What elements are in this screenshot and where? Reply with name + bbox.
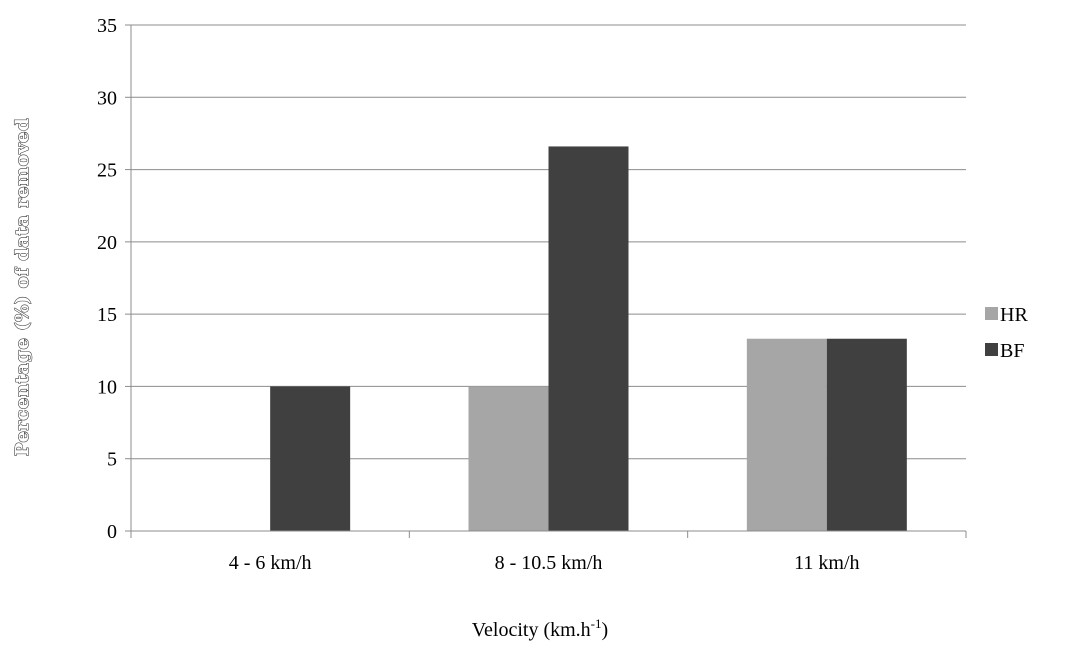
bar-bf-2 bbox=[548, 146, 629, 531]
legend: HR BF bbox=[985, 304, 1028, 362]
y-tick-label: 35 bbox=[97, 15, 117, 37]
bars bbox=[270, 146, 907, 531]
y-tick-label: 5 bbox=[107, 449, 117, 471]
bar-hr-2 bbox=[468, 386, 549, 531]
x-tick-label: 8 - 10.5 km/h bbox=[495, 552, 603, 574]
x-tick-labels: 4 - 6 km/h 8 - 10.5 km/h 11 km/h bbox=[229, 552, 860, 574]
bar-bf-3 bbox=[826, 338, 907, 531]
x-axis-title-superscript: -1 bbox=[591, 616, 602, 631]
legend-swatch-hr bbox=[985, 307, 998, 320]
x-axis-title-main: Velocity (km.h bbox=[472, 619, 591, 641]
x-axis-title-suffix: ) bbox=[602, 619, 609, 641]
x-tick-label: 4 - 6 km/h bbox=[229, 552, 312, 574]
y-axis-title: Percentage (%) of data removed bbox=[12, 118, 33, 456]
y-tick-labels: 0 5 10 15 20 25 30 35 bbox=[97, 15, 117, 543]
x-axis-title: Velocity (km.h-1) bbox=[472, 616, 608, 641]
y-tick-label: 0 bbox=[107, 521, 117, 543]
y-tick-label: 10 bbox=[97, 376, 117, 398]
bar-bf-1 bbox=[270, 386, 351, 531]
bar-hr-3 bbox=[746, 338, 827, 531]
y-tick-label: 20 bbox=[97, 232, 117, 254]
legend-swatch-bf bbox=[985, 343, 998, 356]
axes bbox=[125, 24, 967, 538]
legend-label-bf: BF bbox=[1000, 340, 1024, 362]
x-tick-label: 11 km/h bbox=[794, 552, 859, 574]
y-tick-label: 15 bbox=[97, 304, 117, 326]
legend-label-hr: HR bbox=[1000, 304, 1028, 326]
y-tick-label: 30 bbox=[97, 87, 117, 109]
y-tick-label: 25 bbox=[97, 160, 117, 182]
